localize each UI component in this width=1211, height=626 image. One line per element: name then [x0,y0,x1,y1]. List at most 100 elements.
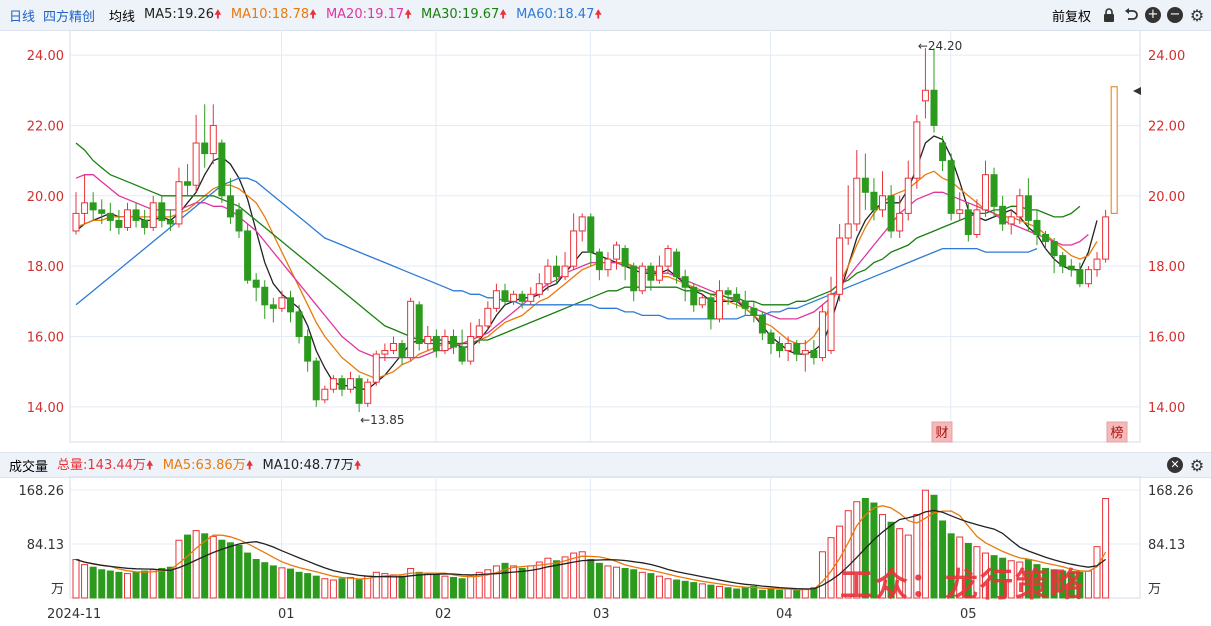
volume-bar [1042,567,1050,599]
volume-bar [690,582,698,599]
volume-bar [175,539,183,599]
ma30-line [75,142,1081,345]
candle [132,202,140,228]
candle-body [964,209,972,235]
volume-bars [72,489,1110,599]
candle-body [98,209,106,214]
volume-bar [647,573,655,599]
candle [201,104,209,168]
candle-body [518,293,526,302]
volume-bar [587,558,595,599]
volume-bar [355,579,363,599]
volume-tick-right: 84.13 [1148,538,1185,553]
candle-body [201,142,209,155]
candle-body [750,307,758,316]
volume-unit-right: 万 [1148,582,1161,597]
volume-bar [441,575,449,599]
candle [578,213,586,242]
candle [904,160,912,221]
volume-bar [870,502,878,599]
volume-header-bar: 成交量 总量:143.44万🠝 MA5:63.86万🠝 MA10:48.77万🠝 ✕… [0,452,1211,478]
volume-bar [321,578,329,599]
volume-value-item: MA10:48.77万🠝 [262,457,362,473]
candle-body [1016,195,1024,218]
candle [1024,178,1032,231]
candle [1007,209,1015,235]
volume-bar [123,573,131,599]
ma-value-item: MA5:19.26🠝 [144,6,222,22]
lock-icon[interactable] [1101,7,1117,23]
candle-body [338,378,346,390]
volume-bar [630,569,638,599]
candle-body [818,311,826,359]
candle [604,252,612,277]
volume-bar [939,520,947,599]
volume-bar [1084,570,1092,599]
candle-body [604,258,612,271]
candle-body [166,219,174,225]
candle-body [407,300,415,359]
period-selector[interactable]: 日线 [9,9,36,25]
up-arrow-icon: 🠝 [404,6,413,21]
candle-body [561,265,569,278]
candle [570,213,578,270]
adjust-selector[interactable]: 前复权 [1051,9,1091,25]
candle-body [389,343,397,352]
volume-bar [621,567,629,599]
candle-body [973,209,981,235]
volume-bar [638,571,646,599]
volume-bar [201,533,209,599]
candle [115,209,123,235]
price-chart[interactable]: 24.00 24.00 22.00 22.00 20.00 20.00 18.00 18.00… [0,30,1211,452]
price-plot-frame [69,30,1141,443]
candle [415,301,423,351]
candle-body [89,202,97,211]
close-icon[interactable]: ✕ [1167,457,1183,473]
y-tick-label-left: 20.00 [27,190,64,205]
candle [801,340,809,372]
zoom-in-icon[interactable]: + [1145,7,1161,23]
volume-bar [467,575,475,599]
marker-label: 财 [935,426,948,441]
candle-body [484,307,492,327]
candle [475,318,483,344]
settings-icon[interactable]: ⚙ [1189,5,1205,25]
list-marker: 榜 [1106,421,1128,443]
candle-body [115,219,123,228]
candle-body [1067,265,1075,271]
volume-bar [801,588,809,599]
volume-bar [561,556,569,599]
candle-body [106,212,114,221]
candle-body [184,181,192,186]
candle [89,192,97,221]
candle-body [716,290,723,320]
volume-bar [287,568,294,599]
candle-body [321,388,329,401]
candle-body [364,381,372,404]
candle [467,322,475,365]
up-arrow-icon: 🠝 [145,457,154,472]
candle [226,178,234,224]
stock-name[interactable]: 四方精创 [43,9,96,25]
y-tick-label-right: 14.00 [1148,401,1185,416]
volume-bar [372,571,380,599]
candle-body [879,195,887,211]
candle [347,371,355,393]
volume-bar [552,560,560,599]
candle [261,280,269,319]
candle-body [1059,255,1067,267]
candle-body [647,265,655,281]
volume-bar [398,575,406,599]
candle-body [424,335,432,345]
y-tick-label-left: 22.00 [27,119,64,134]
candle-body [836,237,844,295]
volume-settings-icon[interactable]: ⚙ [1189,455,1205,475]
volume-bar [235,544,243,599]
volume-bar [930,494,938,599]
volume-chart[interactable]: 168.26 168.26 84.13 84.13 万 万 2024-11 01 02 03 04 0… [0,476,1211,626]
candle-body [930,89,938,126]
undo-icon[interactable] [1123,7,1139,23]
zoom-out-icon[interactable]: − [1167,7,1183,23]
ma60-line [75,177,1038,320]
candle [106,202,114,231]
